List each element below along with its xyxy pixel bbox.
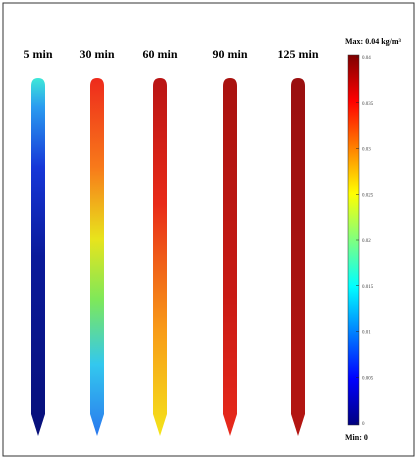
colorbar-tick-label: 0.03 <box>362 148 371 153</box>
colorbar-tick-label: 0.035 <box>362 102 374 107</box>
panel-label: 30 min <box>79 47 114 61</box>
rod <box>223 78 237 436</box>
panel-label: 5 min <box>23 47 52 61</box>
colorbar-max: Max: 0.04 kg/m³ <box>345 37 402 46</box>
panel-label: 125 min <box>277 47 318 61</box>
colorbar-tick-label: 0.025 <box>362 193 374 198</box>
colorbar-tick-label: 0.01 <box>362 331 371 336</box>
rod <box>291 78 305 436</box>
colorbar-tick-label: 0.04 <box>362 56 371 61</box>
panel-label: 90 min <box>212 47 247 61</box>
panel-label: 60 min <box>142 47 177 61</box>
rod <box>31 78 45 436</box>
rod <box>153 78 167 436</box>
colorbar-tick-label: 0.005 <box>362 376 374 381</box>
colorbar-min: Min: 0 <box>345 433 368 442</box>
figure: Max: 0.04 kg/m³ Min: 0 5 min 30 min 60 min… <box>0 0 417 459</box>
colorbar-tick-label: 0.015 <box>362 285 374 290</box>
rod <box>90 78 104 436</box>
colorbar-tick-label: 0 <box>362 422 365 427</box>
colorbar-tick-label: 0.02 <box>362 239 371 244</box>
